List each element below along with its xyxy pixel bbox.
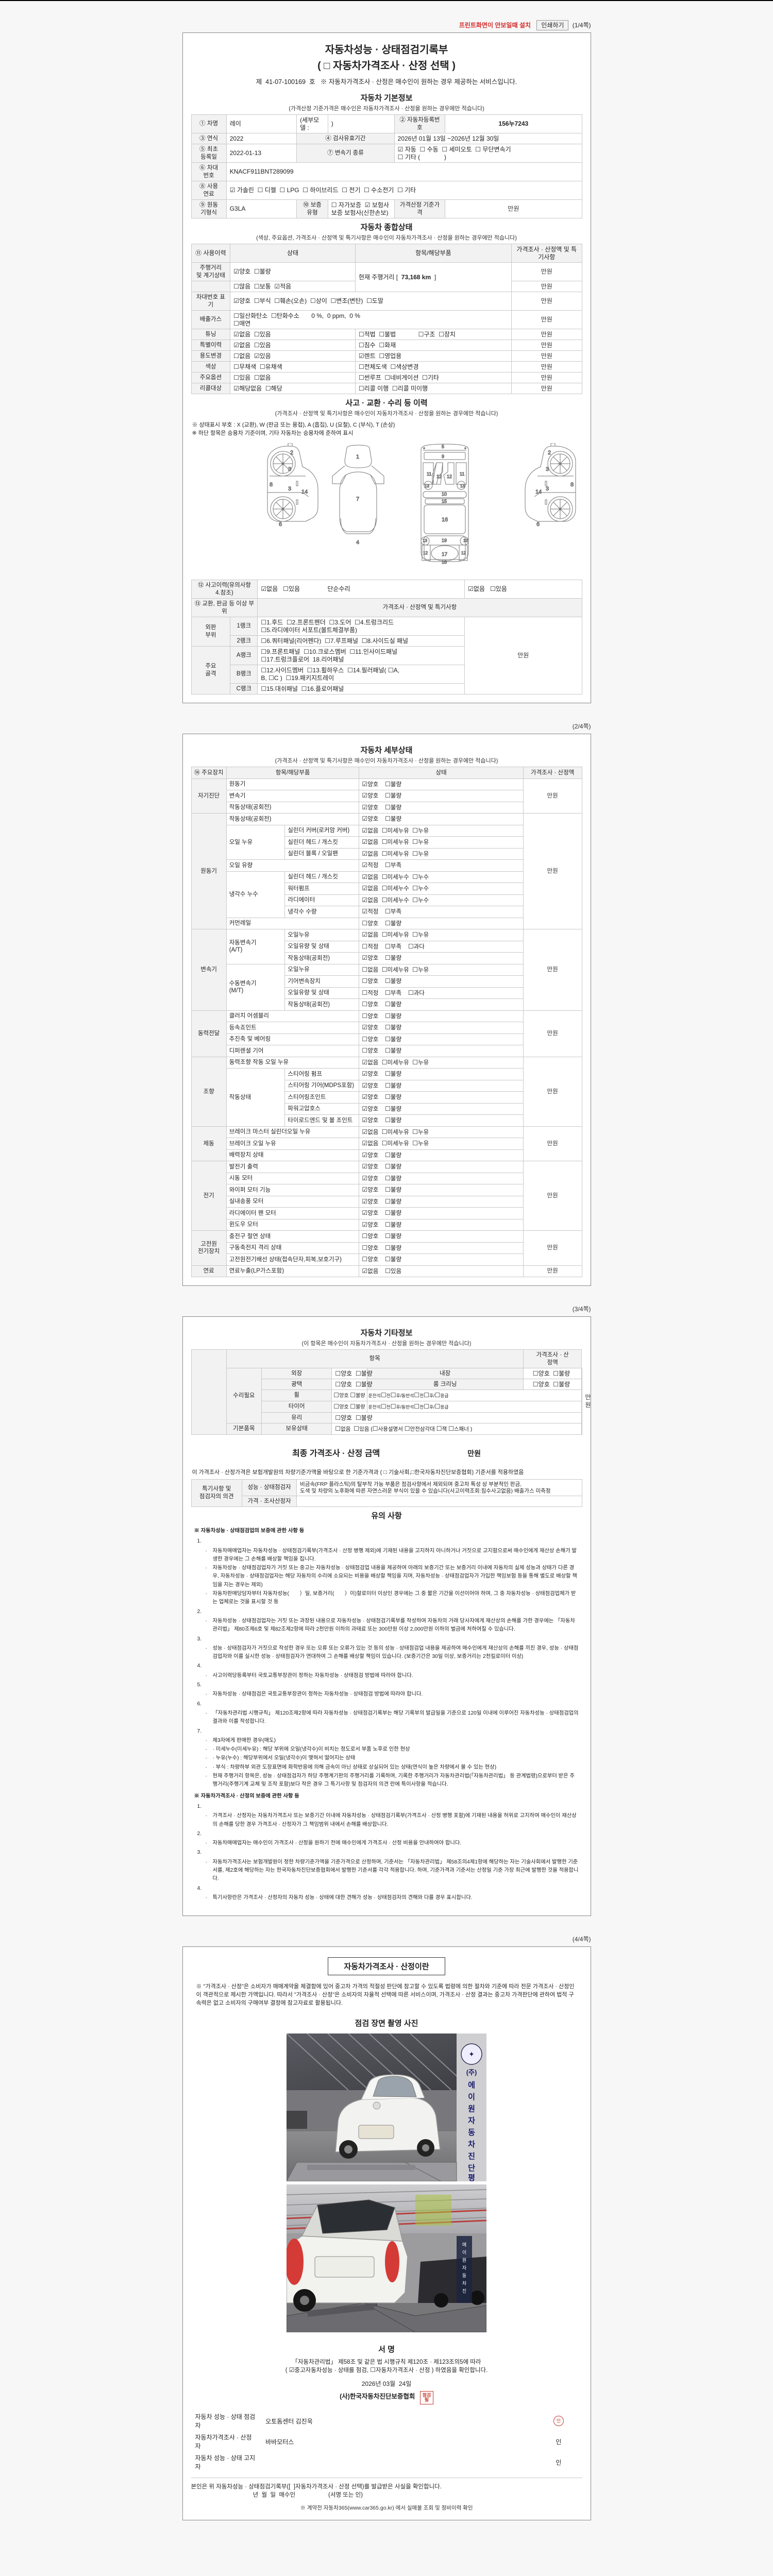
svg-text:13: 13 bbox=[463, 538, 468, 543]
svg-text:9: 9 bbox=[442, 454, 444, 459]
svg-text:이: 이 bbox=[468, 2093, 475, 2102]
svg-text:14: 14 bbox=[535, 489, 542, 495]
svg-text:17: 17 bbox=[442, 552, 448, 557]
svg-text:13: 13 bbox=[423, 538, 427, 543]
svg-text:18: 18 bbox=[442, 560, 447, 565]
svg-text:3: 3 bbox=[546, 486, 549, 492]
svg-text:14: 14 bbox=[301, 489, 308, 495]
svg-text:11: 11 bbox=[460, 471, 464, 477]
svg-text:4: 4 bbox=[356, 539, 359, 546]
svg-text:에: 에 bbox=[468, 2081, 475, 2090]
svg-text:✦: ✦ bbox=[468, 2050, 475, 2058]
svg-text:11: 11 bbox=[427, 471, 431, 477]
svg-text:동: 동 bbox=[468, 2128, 475, 2137]
svg-text:12: 12 bbox=[461, 551, 466, 555]
svg-text:1: 1 bbox=[356, 454, 359, 460]
svg-text:차: 차 bbox=[462, 2280, 467, 2286]
svg-text:5: 5 bbox=[442, 444, 444, 449]
svg-text:13: 13 bbox=[460, 484, 465, 488]
svg-text:2: 2 bbox=[548, 450, 551, 456]
svg-text:16: 16 bbox=[442, 517, 448, 523]
svg-text:13: 13 bbox=[425, 484, 429, 488]
svg-text:12: 12 bbox=[423, 551, 428, 555]
svg-text:12: 12 bbox=[447, 474, 452, 479]
svg-text:10: 10 bbox=[442, 492, 447, 497]
svg-text:평: 평 bbox=[468, 2173, 475, 2181]
svg-text:3: 3 bbox=[288, 486, 291, 492]
svg-text:에: 에 bbox=[462, 2242, 466, 2247]
svg-text:6: 6 bbox=[536, 521, 540, 528]
svg-text:동: 동 bbox=[462, 2273, 466, 2278]
svg-text:7: 7 bbox=[356, 496, 359, 502]
svg-text:6: 6 bbox=[279, 521, 282, 528]
svg-text:자: 자 bbox=[468, 2116, 475, 2125]
svg-text:진: 진 bbox=[462, 2289, 466, 2294]
svg-text:원: 원 bbox=[462, 2258, 466, 2263]
svg-text:원: 원 bbox=[468, 2105, 475, 2113]
svg-text:차: 차 bbox=[468, 2140, 475, 2149]
svg-text:2: 2 bbox=[290, 450, 293, 456]
svg-text:3: 3 bbox=[288, 466, 291, 472]
svg-text:8: 8 bbox=[270, 482, 273, 488]
svg-text:단: 단 bbox=[468, 2164, 475, 2173]
svg-text:12: 12 bbox=[436, 474, 442, 479]
svg-text:진: 진 bbox=[468, 2152, 475, 2161]
svg-text:이: 이 bbox=[462, 2250, 466, 2255]
svg-text:19: 19 bbox=[442, 538, 447, 543]
svg-text:(주): (주) bbox=[466, 2069, 477, 2076]
svg-text:3: 3 bbox=[546, 466, 549, 472]
svg-text:자: 자 bbox=[462, 2265, 467, 2270]
svg-text:15: 15 bbox=[442, 499, 447, 504]
svg-text:8: 8 bbox=[570, 482, 574, 488]
